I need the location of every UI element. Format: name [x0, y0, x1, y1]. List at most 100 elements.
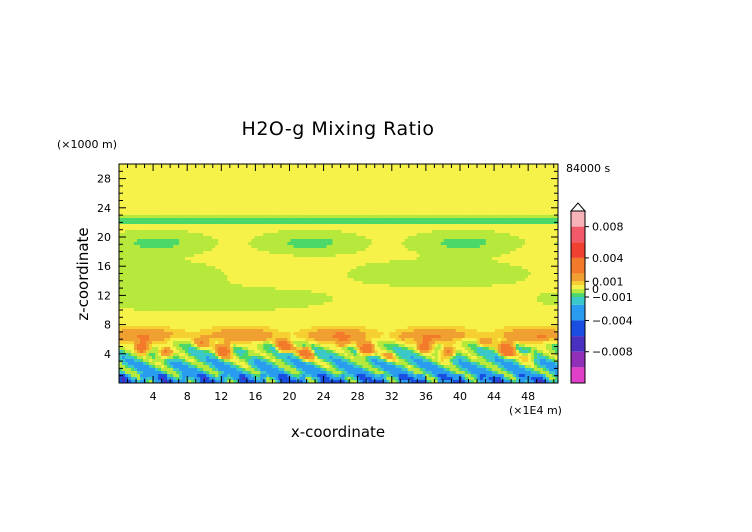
field-cell — [215, 290, 219, 294]
field-cell — [278, 200, 282, 204]
field-cell — [179, 197, 183, 201]
field-cell — [236, 272, 240, 276]
field-cell — [296, 320, 301, 324]
field-cell — [200, 257, 204, 261]
field-cell — [266, 230, 270, 234]
field-cell — [125, 203, 129, 207]
field-cell — [179, 224, 183, 228]
field-cell — [119, 233, 123, 237]
field-cell — [188, 320, 192, 324]
field-cell — [197, 248, 201, 252]
field-cell — [167, 347, 171, 351]
field-cell — [248, 236, 252, 240]
field-cell — [311, 281, 316, 285]
field-cell — [173, 308, 177, 312]
field-cell — [224, 167, 228, 171]
field-cell — [248, 242, 252, 246]
field-cell — [284, 182, 288, 186]
field-cell — [242, 293, 246, 297]
field-cell — [149, 251, 153, 255]
field-cell — [302, 305, 307, 309]
field-cell — [266, 212, 270, 216]
field-cell — [197, 209, 201, 213]
field-cell — [161, 221, 165, 225]
field-cell — [230, 374, 234, 378]
field-cell — [188, 242, 192, 246]
field-cell — [149, 212, 153, 216]
field-cell — [197, 335, 201, 339]
field-cell — [131, 254, 135, 258]
field-cell — [308, 353, 313, 357]
field-cell — [170, 239, 174, 243]
field-cell — [278, 308, 282, 312]
field-cell — [191, 350, 195, 354]
field-cell — [170, 170, 174, 174]
field-cell — [185, 266, 189, 270]
field-cell — [182, 176, 186, 180]
field-cell — [275, 317, 279, 321]
field-cell — [254, 239, 258, 243]
field-cell — [305, 341, 310, 345]
field-cell — [197, 194, 201, 198]
field-cell — [305, 170, 310, 174]
field-cell — [287, 275, 291, 279]
field-cell — [263, 302, 267, 306]
field-cell — [155, 266, 159, 270]
field-cell — [122, 215, 126, 219]
field-cell — [227, 227, 231, 231]
field-cell — [206, 191, 210, 195]
field-cell — [251, 239, 255, 243]
field-cell — [206, 368, 210, 372]
field-cell — [152, 176, 156, 180]
field-cell — [278, 368, 282, 372]
field-cell — [191, 224, 195, 228]
field-cell — [257, 179, 261, 183]
field-cell — [170, 245, 174, 249]
field-cell — [284, 206, 288, 210]
field-cell — [191, 185, 195, 189]
field-cell — [143, 374, 147, 378]
field-cell — [296, 314, 301, 318]
field-cell — [314, 188, 319, 192]
field-cell — [227, 344, 231, 348]
field-cell — [146, 230, 150, 234]
field-cell — [299, 338, 304, 342]
field-cell — [227, 179, 231, 183]
field-cell — [143, 323, 147, 327]
field-cell — [317, 380, 322, 383]
field-cell — [311, 230, 316, 234]
field-cell — [167, 263, 171, 267]
field-cell — [212, 170, 216, 174]
field-cell — [209, 215, 213, 219]
field-cell — [221, 356, 225, 360]
field-cell — [296, 233, 301, 237]
field-cell — [260, 257, 264, 261]
field-cell — [173, 272, 177, 276]
field-cell — [239, 191, 243, 195]
field-cell — [233, 278, 237, 282]
field-cell — [119, 212, 123, 216]
field-cell — [314, 353, 319, 357]
field-cell — [287, 263, 291, 267]
field-cell — [254, 260, 258, 264]
field-cell — [284, 347, 288, 351]
field-cell — [239, 359, 243, 363]
field-cell — [149, 347, 153, 351]
field-cell — [275, 374, 279, 378]
field-cell — [314, 218, 319, 222]
field-cell — [290, 293, 294, 297]
field-cell — [119, 314, 123, 318]
field-cell — [251, 287, 255, 291]
field-cell — [269, 362, 273, 366]
field-cell — [158, 188, 162, 192]
field-cell — [317, 236, 322, 240]
field-cell — [260, 323, 264, 327]
field-cell — [314, 257, 319, 261]
field-cell — [224, 164, 228, 168]
field-cell — [242, 179, 246, 183]
field-cell — [179, 263, 183, 267]
field-cell — [218, 206, 222, 210]
field-cell — [197, 176, 201, 180]
field-cell — [182, 197, 186, 201]
field-cell — [137, 230, 141, 234]
